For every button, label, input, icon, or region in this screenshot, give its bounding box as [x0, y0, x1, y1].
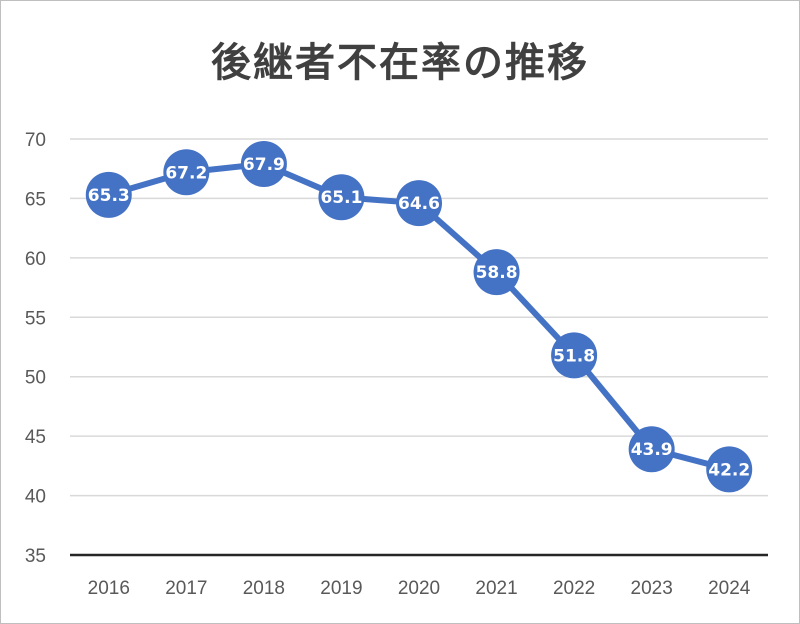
y-tick-label: 55: [25, 308, 46, 329]
y-tick-label: 65: [25, 189, 46, 210]
data-point: [706, 446, 753, 493]
data-point: [85, 171, 132, 218]
data-point: [240, 140, 287, 187]
data-label: 58.8: [476, 263, 518, 283]
data-label: 42.2: [708, 460, 750, 480]
x-tick-label: 2017: [165, 578, 207, 599]
data-points: 65.3 67.2 67.9 65.1 64.6 58.8 51.8 43.9 42.2: [85, 140, 753, 493]
x-tick-label: 2016: [88, 578, 130, 599]
chart-title: 後継者不在率の推移: [211, 40, 589, 86]
y-tick-label: 45: [25, 427, 46, 448]
data-point: [318, 174, 365, 221]
data-label: 43.9: [631, 440, 673, 460]
data-label: 65.1: [320, 188, 362, 208]
x-axis-ticks: 2016 2017 2018 2019 2020 2021 2022 2023 2024: [88, 578, 751, 599]
data-label: 64.6: [398, 194, 440, 214]
data-label: 65.3: [88, 186, 130, 206]
x-tick-label: 2024: [708, 578, 751, 599]
data-point: [628, 426, 675, 473]
x-tick-label: 2023: [631, 578, 673, 599]
x-tick-label: 2018: [243, 578, 285, 599]
data-label: 67.9: [243, 155, 285, 175]
data-point: [551, 332, 598, 379]
data-point: [473, 249, 520, 296]
data-label: 51.8: [553, 346, 595, 366]
y-tick-label: 35: [25, 546, 46, 567]
y-tick-label: 70: [25, 130, 46, 151]
x-tick-label: 2019: [320, 578, 362, 599]
x-tick-label: 2021: [475, 578, 517, 599]
x-tick-label: 2022: [553, 578, 595, 599]
y-tick-label: 60: [25, 249, 46, 270]
y-axis-ticks: 35 40 45 50 55 60 65 70: [25, 130, 46, 567]
x-tick-label: 2020: [398, 578, 440, 599]
data-point: [163, 149, 210, 196]
y-tick-label: 50: [25, 368, 46, 389]
data-point: [396, 180, 442, 227]
y-tick-label: 40: [25, 487, 46, 508]
data-label: 67.2: [165, 163, 207, 183]
